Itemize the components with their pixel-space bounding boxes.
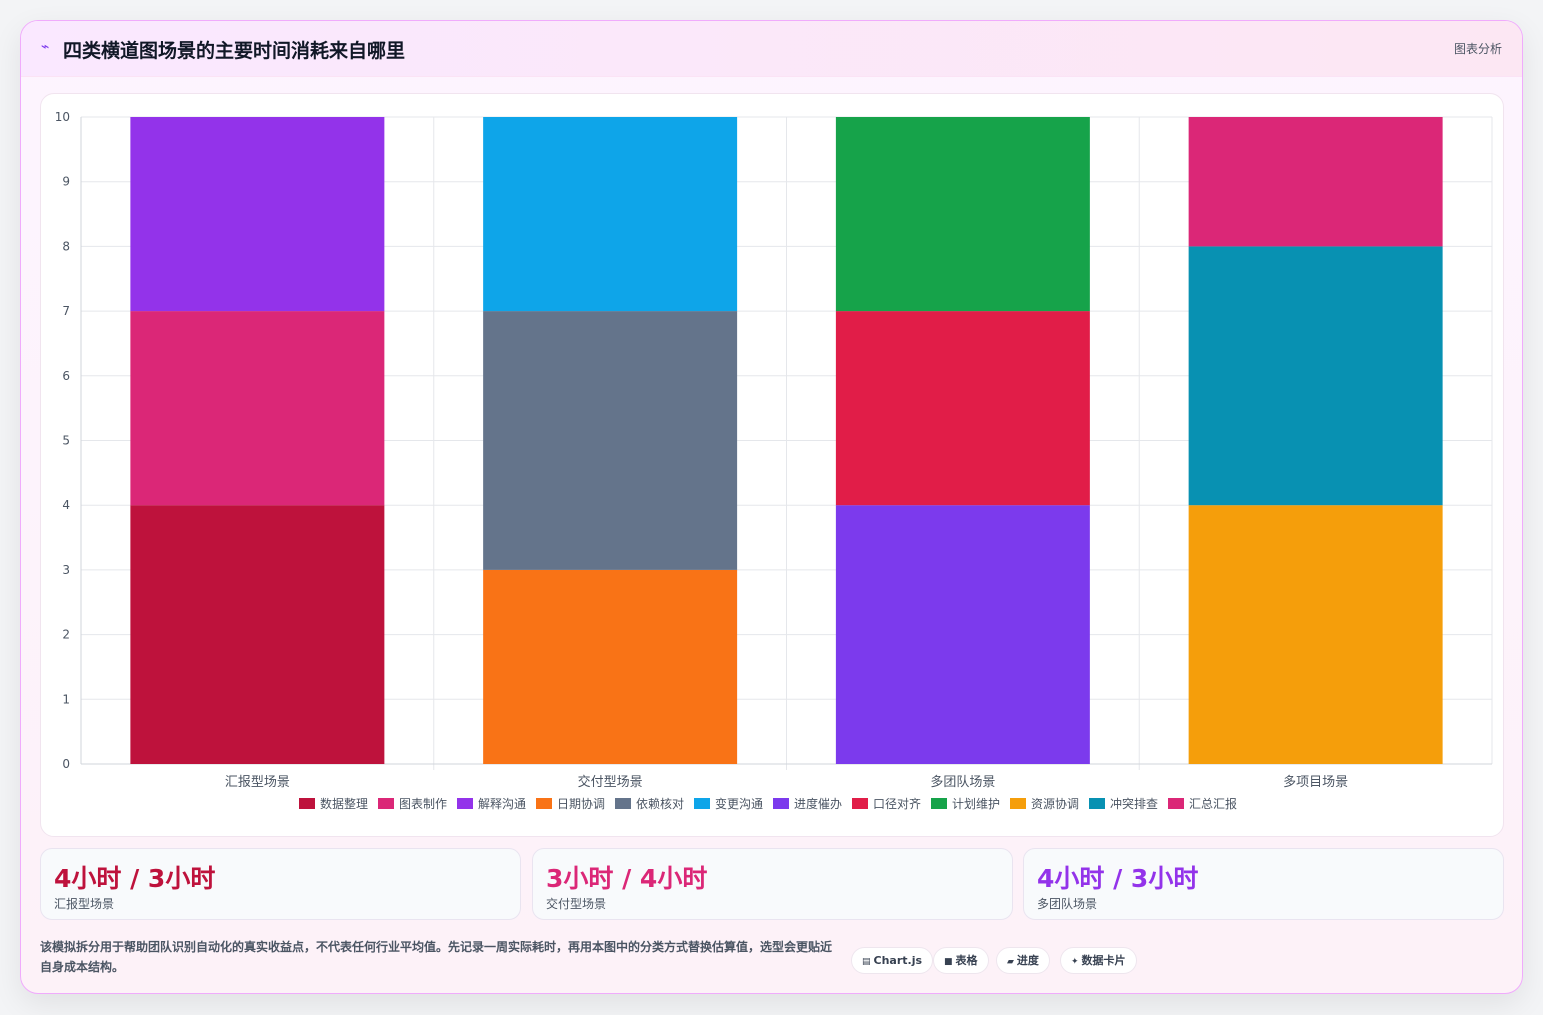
footnote: 该模拟拆分用于帮助团队识别自动化的真实收益点，不代表任何行业平均值。先记录一周实… — [40, 940, 833, 974]
table-icon: ■ — [944, 957, 953, 967]
stat-card-delivery: 3小时 / 4小时 交付型场景 — [532, 848, 1013, 920]
legend-swatch — [457, 798, 473, 809]
legend-swatch — [536, 798, 552, 809]
chip-data-cards[interactable]: ✦ 数据卡片 — [1060, 947, 1137, 974]
legend-label: 资源协调 — [1031, 796, 1079, 811]
bar-segment — [130, 117, 385, 312]
bar-segment — [483, 117, 738, 312]
chip-chartjs[interactable]: ▤ Chart.js — [851, 947, 934, 974]
chart-panel: 0 1 2 3 4 5 6 7 8 9 10 汇报型场景 交付型场景 多团队场景 多项目场景数据整理 图表制作… — [40, 93, 1504, 837]
bar-segment — [835, 311, 1090, 506]
stat-value: 4小时 / 3小时 — [1037, 864, 1199, 893]
legend-label: 口径对齐 — [873, 796, 921, 811]
legend-label: 日期协调 — [557, 796, 605, 811]
card-title: 四类横道图场景的主要时间消耗来自哪里 — [63, 40, 406, 62]
legend-label: 计划维护 — [952, 797, 1000, 811]
bar-segment — [1188, 246, 1443, 506]
x-category-label: 多项目场景 — [1283, 774, 1348, 790]
y-tick-label: 3 — [62, 563, 70, 577]
chart-icon: ▤ — [862, 957, 871, 967]
y-tick-label: 6 — [62, 369, 70, 383]
chip-table[interactable]: ■ 表格 — [933, 947, 989, 974]
y-tick-label: 1 — [62, 692, 70, 706]
stat-value: 4小时 / 3小时 — [54, 864, 216, 893]
bar-segment — [835, 505, 1090, 764]
y-tick-label: 9 — [62, 175, 70, 189]
stat-label: 多团队场景 — [1037, 897, 1098, 911]
sparkle-icon: ✦ — [1071, 957, 1079, 967]
y-tick-label: 10 — [55, 110, 70, 124]
x-category-label: 多团队场景 — [930, 774, 995, 790]
y-tick-label: 4 — [62, 498, 70, 512]
legend-swatch — [1089, 798, 1105, 809]
y-tick-label: 0 — [62, 757, 70, 771]
legend-swatch — [694, 798, 710, 809]
legend-swatch — [378, 798, 394, 809]
legend-label: 进度催办 — [794, 796, 842, 811]
stat-label: 汇报型场景 — [54, 897, 115, 911]
stat-card-reporting: 4小时 / 3小时 汇报型场景 — [40, 848, 521, 920]
bar-segment — [130, 505, 385, 764]
chip-label: 数据卡片 — [1081, 954, 1126, 967]
progress-icon: ▰ — [1007, 957, 1014, 967]
legend-swatch — [773, 798, 789, 809]
x-category-label: 交付型场景 — [578, 774, 643, 790]
legend-label: 图表制作 — [399, 797, 447, 811]
legend-swatch — [299, 798, 315, 809]
legend-label: 冲突排查 — [1110, 796, 1158, 811]
chart-card: ⌁ 四类横道图场景的主要时间消耗来自哪里 图表分析 0 1 2 3 4 5 6 7 8 9 10 汇报… — [20, 20, 1523, 994]
bar-segment — [835, 117, 1090, 312]
legend-swatch — [615, 798, 631, 809]
legend-swatch — [1010, 798, 1026, 809]
legend-label: 解释沟通 — [478, 797, 526, 811]
bar-segment — [1188, 505, 1443, 764]
bar-segment — [483, 569, 738, 764]
bar-segment — [1188, 117, 1443, 247]
chart-wave-icon: ⌁ — [41, 39, 50, 55]
y-tick-label: 5 — [62, 434, 70, 448]
header-tag: 图表分析 — [1453, 42, 1502, 56]
stat-card-multi-team: 4小时 / 3小时 多团队场景 — [1023, 848, 1504, 920]
legend-label: 数据整理 — [320, 796, 368, 811]
legend-swatch — [1168, 798, 1184, 809]
legend-label: 依赖核对 — [636, 796, 684, 811]
legend-swatch — [931, 798, 947, 809]
y-tick-label: 7 — [62, 304, 70, 318]
chip-label: 表格 — [955, 954, 978, 967]
y-tick-label: 8 — [62, 239, 70, 253]
legend-label: 变更沟通 — [715, 796, 763, 811]
card-header: ⌁ 四类横道图场景的主要时间消耗来自哪里 图表分析 — [21, 21, 1522, 77]
stat-value: 3小时 / 4小时 — [546, 864, 708, 893]
bar-segment — [483, 311, 738, 570]
legend-swatch — [852, 798, 868, 809]
y-tick-label: 2 — [62, 628, 70, 642]
legend-label: 汇总汇报 — [1189, 796, 1237, 811]
chip-label: 进度 — [1016, 954, 1039, 967]
chip-label: Chart.js — [873, 954, 923, 967]
bar-segment — [130, 311, 385, 506]
stat-label: 交付型场景 — [546, 897, 607, 911]
chip-progress[interactable]: ▰ 进度 — [996, 947, 1050, 974]
x-category-label: 汇报型场景 — [225, 775, 290, 790]
